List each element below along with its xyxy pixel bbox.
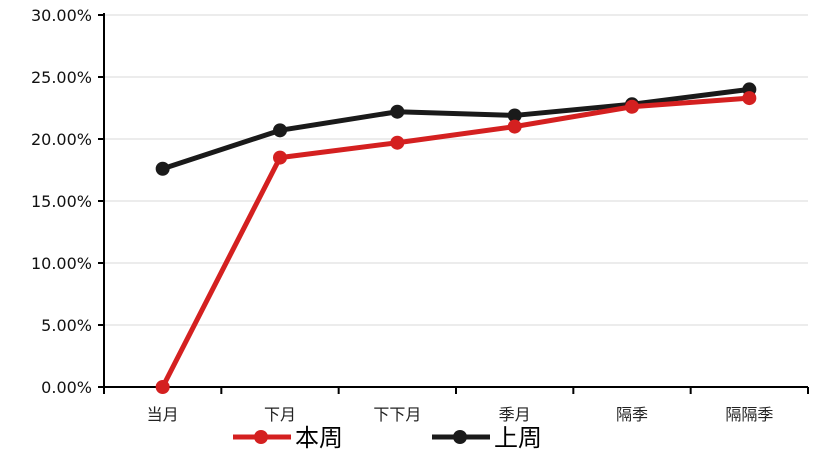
data-point	[273, 150, 287, 165]
data-point	[155, 161, 170, 176]
x-tick-label: 下月	[264, 405, 296, 424]
y-tick-label: 20.00%	[31, 130, 92, 149]
data-point	[507, 108, 522, 123]
x-tick-label: 隔季	[616, 405, 648, 424]
x-tick-label: 季月	[499, 405, 531, 424]
y-tick-label: 5.00%	[41, 316, 92, 335]
series-line-0	[160, 95, 752, 390]
data-point	[155, 380, 170, 394]
x-tick-label: 隔隔季	[725, 405, 773, 424]
legend-label: 上周	[494, 424, 542, 450]
grid-lines	[104, 14, 808, 326]
x-tick-label: 当月	[147, 405, 179, 424]
data-point	[390, 104, 405, 119]
y-tick-label: 0.00%	[41, 378, 92, 397]
legend-label: 本周	[295, 424, 343, 450]
data-point	[507, 119, 522, 134]
y-tick-label: 30.00%	[31, 6, 92, 25]
y-tick-label: 25.00%	[31, 68, 92, 87]
series-line-1	[160, 86, 752, 172]
x-tick-label: 下下月	[373, 405, 421, 424]
axes: 0.00% 5.00% 10.00% 15.00% 20.00% 25.00% 30.00%…	[31, 6, 809, 424]
data-point	[625, 99, 639, 114]
series-lines	[155, 82, 757, 394]
legend-marker	[254, 430, 268, 444]
data-point	[742, 91, 757, 106]
legend-marker	[453, 430, 467, 444]
data-point	[390, 135, 405, 150]
legend: 本周 上周	[233, 424, 542, 450]
y-tick-label: 10.00%	[31, 254, 92, 273]
y-tick-label: 15.00%	[31, 192, 92, 211]
data-point	[273, 123, 287, 138]
